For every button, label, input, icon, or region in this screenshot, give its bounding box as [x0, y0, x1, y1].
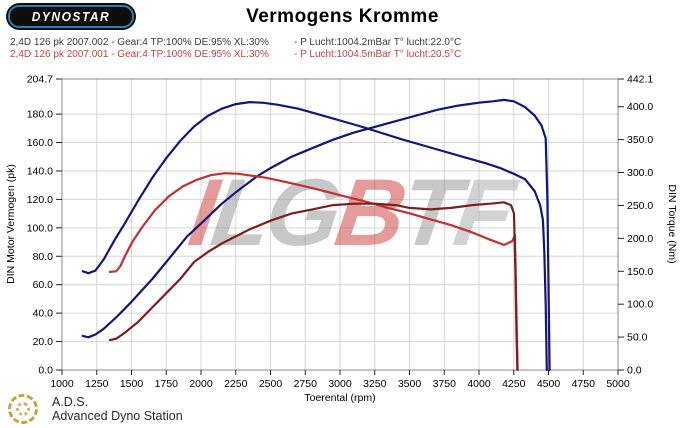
y-left-tick-label: 20.0 — [33, 336, 54, 348]
y-right-tick-label: 400.0 — [627, 101, 653, 113]
y-left-tick-label: 80.0 — [33, 251, 54, 263]
y-left-tick-label: 120.0 — [27, 194, 53, 206]
x-tick-label: 4750 — [572, 378, 596, 390]
run-header: 2,4D 126 pk 2007.002 - Gear:4 TP:100% DE… — [10, 37, 670, 61]
page-title: Vermogens Kromme — [246, 6, 439, 27]
x-tick-label: 2000 — [189, 378, 213, 390]
y-right-tick-label: 442.1 — [627, 74, 653, 86]
y-left-tick-label: 60.0 — [33, 279, 54, 291]
y-left-tick-label: 180.0 — [27, 109, 53, 121]
x-tick-label: 1500 — [120, 378, 144, 390]
ads-footer: A.D.S. Advanced Dyno Station — [3, 389, 183, 428]
x-tick-label: 4250 — [502, 378, 526, 390]
curve-power_run_2007_001 — [108, 201, 519, 372]
run-1-environment: - P Lucht:1004.2mBar T° lucht:22.0°C — [294, 37, 462, 48]
x-tick-label: 5000 — [606, 378, 630, 390]
y-right-tick-label: 350.0 — [627, 134, 653, 146]
run-2-description: 2,4D 126 pk 2007.001 - Gear:4 TP:100% DE… — [10, 49, 269, 60]
y-right-tick-label: 100.0 — [627, 299, 653, 311]
y-left-tick-label: 40.0 — [33, 308, 54, 320]
dynostar-logo-ring: DYNOSTAR — [8, 5, 134, 28]
y-right-tick-label: 150.0 — [627, 266, 653, 278]
ads-full-name: Advanced Dyno Station — [52, 409, 183, 423]
x-tick-label: 4500 — [537, 378, 561, 390]
ads-abbreviation: A.D.S. — [52, 394, 89, 409]
x-tick-label: 3500 — [398, 378, 422, 390]
y-left-tick-label: 140.0 — [27, 165, 53, 177]
run-line-2: 2,4D 126 pk 2007.001 - Gear:4 TP:100% DE… — [10, 49, 670, 61]
x-axis-title: Toerental (rpm) — [304, 392, 375, 404]
curve-power_run_2007_002 — [81, 98, 551, 372]
y-left-axis-title: DIN Motor Vermogen (pk) — [5, 164, 17, 284]
run-2-environment: - P Lucht:1004.5mBar T° lucht:20.5°C — [294, 49, 462, 60]
ads-swirl-icon — [3, 389, 43, 428]
curve-torque_run_2007_001 — [108, 172, 519, 372]
ads-footer-text: A.D.S. Advanced Dyno Station — [52, 395, 183, 424]
dynostar-logo-text: DYNOSTAR — [31, 9, 111, 24]
x-tick-label: 2500 — [259, 378, 283, 390]
run-1-description: 2,4D 126 pk 2007.002 - Gear:4 TP:100% DE… — [10, 37, 269, 48]
x-tick-label: 1250 — [85, 378, 109, 390]
x-tick-label: 4000 — [467, 378, 491, 390]
y-right-tick-label: 200.0 — [627, 233, 653, 245]
x-tick-label: 1750 — [155, 378, 179, 390]
x-tick-label: 2750 — [294, 378, 318, 390]
y-right-tick-label: 250.0 — [627, 200, 653, 212]
run-line-1: 2,4D 126 pk 2007.002 - Gear:4 TP:100% DE… — [10, 37, 670, 49]
y-right-tick-label: 0.0 — [627, 365, 642, 377]
y-left-tick-label: 204.7 — [27, 74, 53, 86]
x-tick-label: 1000 — [50, 378, 74, 390]
x-tick-label: 3250 — [363, 378, 387, 390]
dynostar-logo: DYNOSTAR — [6, 3, 136, 30]
x-tick-label: 2250 — [224, 378, 248, 390]
curve-torque_run_2007_002 — [81, 100, 548, 372]
x-tick-label: 3750 — [433, 378, 457, 390]
y-right-tick-label: 300.0 — [627, 167, 653, 179]
y-left-tick-label: 160.0 — [27, 137, 53, 149]
y-right-tick-label: 50.0 — [627, 332, 648, 344]
y-left-tick-label: 0.0 — [38, 365, 53, 377]
y-right-axis-title: DIN Torque (Nm) — [666, 184, 678, 263]
x-tick-label: 3000 — [328, 378, 352, 390]
y-left-tick-label: 100.0 — [27, 222, 53, 234]
